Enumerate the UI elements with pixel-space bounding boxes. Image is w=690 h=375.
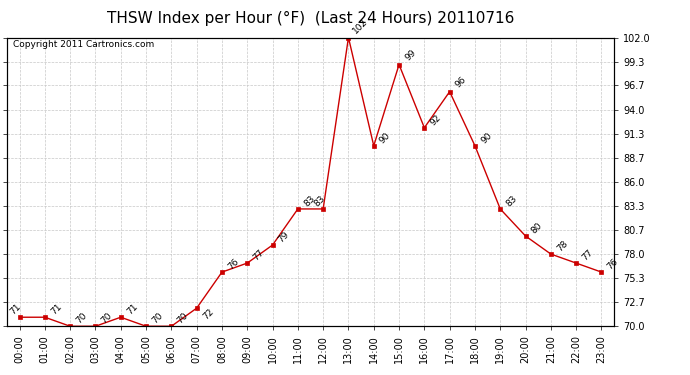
Text: 71: 71 <box>49 302 63 316</box>
Text: 78: 78 <box>555 239 569 253</box>
Text: 76: 76 <box>226 257 241 272</box>
Text: 92: 92 <box>428 112 443 127</box>
Text: 96: 96 <box>454 75 469 90</box>
Text: 102: 102 <box>351 17 370 35</box>
Text: 90: 90 <box>479 130 493 145</box>
Text: 99: 99 <box>403 48 417 62</box>
Text: 83: 83 <box>504 194 519 208</box>
Text: 79: 79 <box>277 230 291 244</box>
Text: 77: 77 <box>251 248 266 262</box>
Text: 71: 71 <box>125 302 139 316</box>
Text: 77: 77 <box>580 248 595 262</box>
Text: 70: 70 <box>175 311 190 326</box>
Text: 90: 90 <box>378 130 393 145</box>
Text: Copyright 2011 Cartronics.com: Copyright 2011 Cartronics.com <box>13 40 155 50</box>
Text: 83: 83 <box>312 194 326 208</box>
Text: 76: 76 <box>606 257 620 272</box>
Text: THSW Index per Hour (°F)  (Last 24 Hours) 20110716: THSW Index per Hour (°F) (Last 24 Hours)… <box>107 11 514 26</box>
Text: 83: 83 <box>302 194 317 208</box>
Text: 70: 70 <box>99 311 114 326</box>
Text: 71: 71 <box>8 302 23 316</box>
Text: 72: 72 <box>201 307 215 321</box>
Text: 70: 70 <box>150 311 165 326</box>
Text: 80: 80 <box>530 221 544 235</box>
Text: 70: 70 <box>75 311 89 326</box>
